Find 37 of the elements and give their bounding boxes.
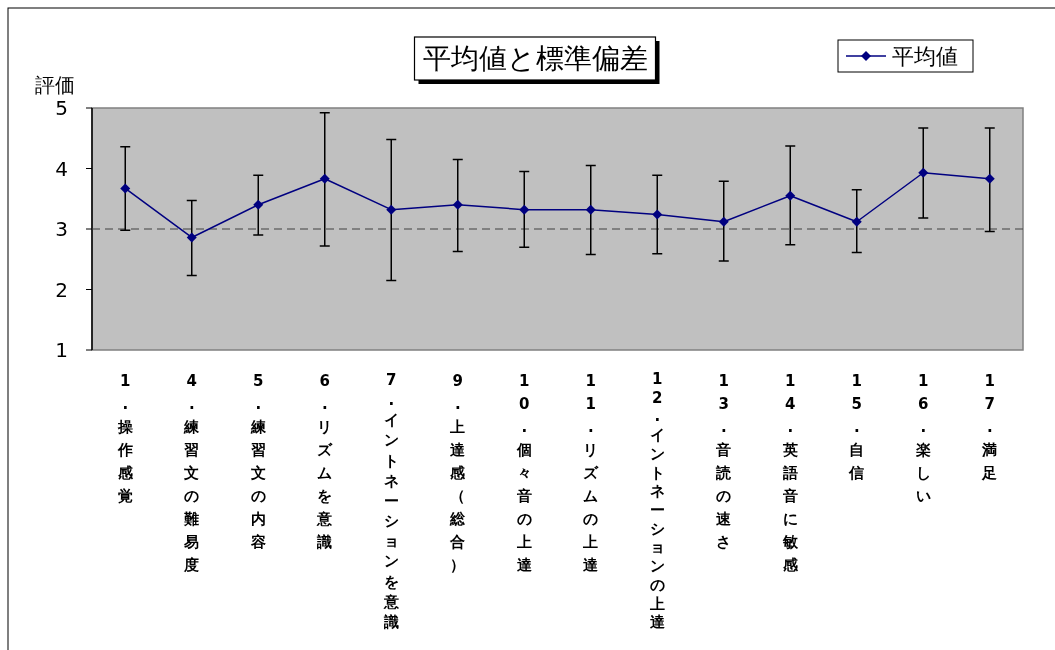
y-tick-label: 1 bbox=[55, 338, 68, 362]
x-tick-label: 5.練習文の内容 bbox=[249, 371, 267, 553]
category-label: 14.英語音に敏感 bbox=[782, 372, 798, 574]
x-tick-label: 15.自信 bbox=[847, 371, 866, 484]
point bbox=[585, 204, 596, 215]
x-tick-label: 17.満足 bbox=[981, 371, 999, 484]
point bbox=[452, 199, 463, 210]
y-tick-label: 5 bbox=[55, 96, 68, 120]
y-axis-title: 評価 bbox=[35, 73, 75, 97]
y-tick-label: 3 bbox=[55, 217, 68, 241]
point bbox=[319, 173, 330, 184]
legend: 平均値 bbox=[837, 39, 974, 73]
y-tick-label: 2 bbox=[55, 277, 68, 302]
category-label: 4.練習文の難易度 bbox=[184, 372, 200, 574]
point bbox=[652, 209, 663, 220]
point bbox=[386, 204, 397, 215]
category-label: 12.イントネーションの上達 bbox=[649, 370, 665, 632]
chart-title: 平均値と標準偏差 bbox=[422, 42, 648, 75]
point bbox=[120, 183, 131, 194]
point bbox=[718, 216, 729, 227]
point bbox=[984, 173, 995, 184]
point bbox=[851, 216, 862, 227]
x-tick-label: 1.操作感覚 bbox=[116, 371, 134, 507]
point bbox=[918, 167, 929, 178]
x-tick-label: 6.リズムを意識 bbox=[315, 371, 334, 553]
point bbox=[519, 204, 530, 215]
y-tick-label: 4 bbox=[55, 156, 68, 181]
point bbox=[186, 232, 197, 243]
x-tick-label: 13.音読の速さ bbox=[715, 371, 733, 553]
legend-label: 平均値 bbox=[892, 44, 958, 69]
category-label: 7.イントネーションを意識 bbox=[383, 371, 399, 631]
point bbox=[253, 199, 264, 210]
point bbox=[785, 190, 796, 201]
category-label: 10.個々音の上達 bbox=[516, 372, 532, 574]
category-label: 11.リズムの上達 bbox=[583, 372, 599, 574]
category-label: 9.上達感（総合） bbox=[450, 372, 466, 574]
x-tick-label: 16.楽しい bbox=[914, 371, 932, 507]
